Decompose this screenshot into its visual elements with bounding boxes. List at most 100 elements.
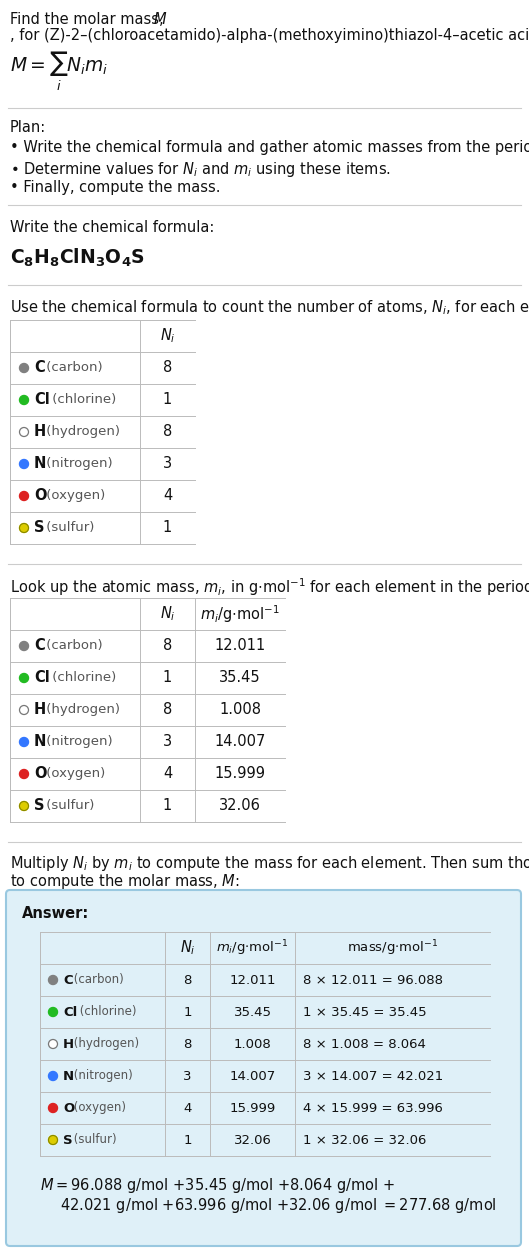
Text: $N_i$: $N_i$ <box>160 327 176 346</box>
Text: 35.45: 35.45 <box>219 671 261 686</box>
Text: (sulfur): (sulfur) <box>41 800 94 813</box>
Circle shape <box>20 641 29 651</box>
Text: $N_i$: $N_i$ <box>180 939 195 958</box>
Text: C: C <box>34 639 45 654</box>
Circle shape <box>20 770 29 779</box>
Text: Cl: Cl <box>63 1005 77 1018</box>
Text: 8: 8 <box>184 1038 191 1050</box>
Circle shape <box>49 1039 58 1048</box>
Text: O: O <box>34 766 47 781</box>
Text: $42.021$ g/mol $+ 63.996$ g/mol $+ 32.06$ g/mol $= 277.68$ g/mol: $42.021$ g/mol $+ 63.996$ g/mol $+ 32.06… <box>60 1196 497 1214</box>
Text: S: S <box>34 799 44 814</box>
Text: 12.011: 12.011 <box>214 639 266 654</box>
Text: 4: 4 <box>163 766 172 781</box>
Text: (oxygen): (oxygen) <box>70 1102 126 1114</box>
Text: 8: 8 <box>163 361 172 376</box>
Text: 32.06: 32.06 <box>234 1133 271 1147</box>
Text: (carbon): (carbon) <box>41 640 102 652</box>
Text: Use the chemical formula to count the number of atoms, $N_i$, for each element:: Use the chemical formula to count the nu… <box>10 298 529 317</box>
Text: mass/g$\cdot$mol$^{-1}$: mass/g$\cdot$mol$^{-1}$ <box>346 938 438 958</box>
Circle shape <box>20 492 29 501</box>
Circle shape <box>20 705 29 715</box>
Text: (oxygen): (oxygen) <box>41 767 105 780</box>
Circle shape <box>49 1103 58 1113</box>
Circle shape <box>49 1008 58 1017</box>
Text: 1 × 35.45 = 35.45: 1 × 35.45 = 35.45 <box>303 1005 426 1018</box>
Text: 8: 8 <box>184 974 191 987</box>
Text: (nitrogen): (nitrogen) <box>41 735 112 749</box>
Text: (hydrogen): (hydrogen) <box>41 426 120 438</box>
Circle shape <box>49 1072 58 1080</box>
Text: (hydrogen): (hydrogen) <box>41 704 120 716</box>
Circle shape <box>20 396 29 404</box>
Text: Look up the atomic mass, $m_i$, in g$\cdot$mol$^{-1}$ for each element in the pe: Look up the atomic mass, $m_i$, in g$\cd… <box>10 576 529 597</box>
Circle shape <box>20 737 29 746</box>
Text: 12.011: 12.011 <box>229 974 276 987</box>
Circle shape <box>20 801 29 810</box>
Text: Cl: Cl <box>34 392 50 407</box>
Text: 14.007: 14.007 <box>214 735 266 750</box>
Text: M: M <box>153 13 166 28</box>
Text: H: H <box>34 702 46 717</box>
Text: 1: 1 <box>183 1133 191 1147</box>
Text: 8: 8 <box>163 424 172 439</box>
Text: 14.007: 14.007 <box>230 1069 276 1083</box>
Text: 1.008: 1.008 <box>234 1038 271 1050</box>
Text: 15.999: 15.999 <box>214 766 266 781</box>
FancyBboxPatch shape <box>6 890 521 1246</box>
Text: 3 × 14.007 = 42.021: 3 × 14.007 = 42.021 <box>303 1069 443 1083</box>
Text: C: C <box>63 974 72 987</box>
Text: 1: 1 <box>163 671 172 686</box>
Text: (oxygen): (oxygen) <box>41 490 105 502</box>
Circle shape <box>20 674 29 682</box>
Text: to compute the molar mass, $M$:: to compute the molar mass, $M$: <box>10 871 240 891</box>
Text: Find the molar mass,: Find the molar mass, <box>10 13 168 28</box>
Text: Answer:: Answer: <box>22 906 89 921</box>
Text: 3: 3 <box>163 735 172 750</box>
Text: 4: 4 <box>184 1102 191 1114</box>
Text: $\mathbf{C_8H_8ClN_3O_4S}$: $\mathbf{C_8H_8ClN_3O_4S}$ <box>10 247 145 269</box>
Circle shape <box>20 523 29 532</box>
Text: 3: 3 <box>163 457 172 472</box>
Text: H: H <box>63 1038 74 1050</box>
Text: N: N <box>63 1069 74 1083</box>
Circle shape <box>49 1136 58 1144</box>
Text: S: S <box>34 521 44 536</box>
Text: 8 × 1.008 = 8.064: 8 × 1.008 = 8.064 <box>303 1038 426 1050</box>
Text: 15.999: 15.999 <box>230 1102 276 1114</box>
Text: 32.06: 32.06 <box>219 799 261 814</box>
Text: Plan:: Plan: <box>10 120 46 135</box>
Text: 3: 3 <box>183 1069 191 1083</box>
Text: (carbon): (carbon) <box>41 362 102 374</box>
Text: N: N <box>34 735 47 750</box>
Circle shape <box>20 459 29 468</box>
Text: • Determine values for $N_i$ and $m_i$ using these items.: • Determine values for $N_i$ and $m_i$ u… <box>10 160 391 179</box>
Text: $m_i$/g$\cdot$mol$^{-1}$: $m_i$/g$\cdot$mol$^{-1}$ <box>216 938 289 958</box>
Text: Multiply $N_i$ by $m_i$ to compute the mass for each element. Then sum those val: Multiply $N_i$ by $m_i$ to compute the m… <box>10 854 529 873</box>
Text: (chlorine): (chlorine) <box>76 1005 136 1018</box>
Text: $M = 96.088$ g/mol $+ 35.45$ g/mol $+ 8.064$ g/mol $+$: $M = 96.088$ g/mol $+ 35.45$ g/mol $+ 8.… <box>40 1176 395 1194</box>
Text: (chlorine): (chlorine) <box>48 393 116 407</box>
Text: (sulfur): (sulfur) <box>41 522 94 535</box>
Text: (chlorine): (chlorine) <box>48 671 116 685</box>
Text: (sulfur): (sulfur) <box>70 1133 116 1147</box>
Text: (nitrogen): (nitrogen) <box>41 457 112 471</box>
Text: O: O <box>63 1102 74 1114</box>
Text: 35.45: 35.45 <box>233 1005 271 1018</box>
Text: 8: 8 <box>163 639 172 654</box>
Text: 8: 8 <box>163 702 172 717</box>
Text: 1: 1 <box>163 521 172 536</box>
Text: • Finally, compute the mass.: • Finally, compute the mass. <box>10 180 221 195</box>
Text: 8 × 12.011 = 96.088: 8 × 12.011 = 96.088 <box>303 974 443 987</box>
Text: $M = \sum_i N_i m_i$: $M = \sum_i N_i m_i$ <box>10 50 108 93</box>
Text: 1 × 32.06 = 32.06: 1 × 32.06 = 32.06 <box>303 1133 426 1147</box>
Text: 1: 1 <box>163 392 172 407</box>
Text: (carbon): (carbon) <box>70 974 124 987</box>
Text: 4: 4 <box>163 488 172 503</box>
Text: H: H <box>34 424 46 439</box>
Text: (nitrogen): (nitrogen) <box>70 1069 133 1083</box>
Text: (hydrogen): (hydrogen) <box>70 1038 139 1050</box>
Circle shape <box>20 363 29 373</box>
Text: 4 × 15.999 = 63.996: 4 × 15.999 = 63.996 <box>303 1102 443 1114</box>
Text: O: O <box>34 488 47 503</box>
